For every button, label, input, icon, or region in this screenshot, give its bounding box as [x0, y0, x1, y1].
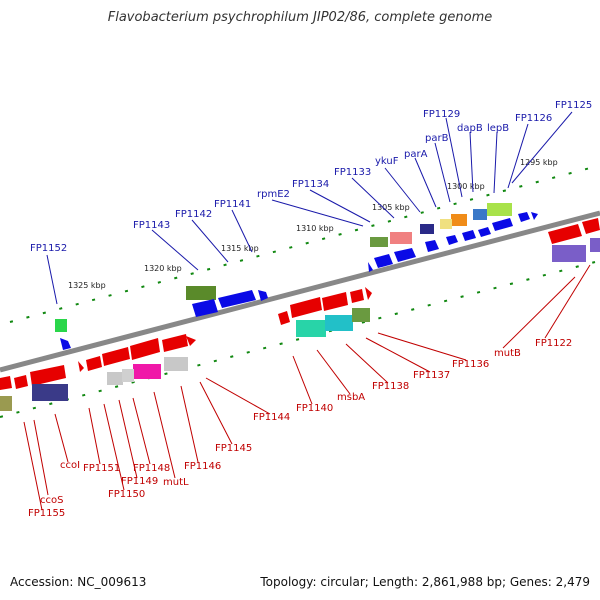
gene-label-mutl[interactable]: mutL	[163, 477, 189, 488]
tick-1295: 1295 kbp	[520, 158, 558, 167]
reverse-arrows	[0, 218, 600, 390]
gene-label-parb[interactable]: parB	[425, 133, 449, 144]
gene-label-fp1138[interactable]: FP1138	[372, 381, 409, 392]
gene-label-fp1134[interactable]: FP1134	[292, 179, 329, 190]
gene-label-fp1151[interactable]: FP1151	[83, 463, 120, 474]
gene-label-ykuf[interactable]: ykuF	[375, 156, 399, 167]
leader-lines-bottom	[23, 264, 591, 511]
gene-label-lepb[interactable]: lepB	[487, 123, 509, 134]
gene-label-fp1136[interactable]: FP1136	[452, 359, 489, 370]
gene-label-fp1152[interactable]: FP1152	[30, 243, 67, 254]
map-title: Flavobacterium psychrophilum JIP02/86, c…	[107, 10, 493, 25]
tick-1300: 1300 kbp	[447, 182, 485, 191]
gene-label-fp1126[interactable]: FP1126	[515, 113, 552, 124]
gene-boxes-top	[55, 203, 512, 332]
tick-1315: 1315 kbp	[221, 244, 259, 253]
scale-line-top	[9, 167, 591, 323]
gene-label-fp1144[interactable]: FP1144	[253, 412, 290, 423]
tick-1310: 1310 kbp	[296, 224, 334, 233]
tick-1325: 1325 kbp	[68, 281, 106, 290]
gene-label-fp1150[interactable]: FP1150	[108, 489, 145, 500]
gene-label-fp1129[interactable]: FP1129	[423, 109, 460, 120]
accession-text: Accession: NC_009613	[10, 575, 147, 589]
gene-label-fp1145[interactable]: FP1145	[215, 443, 252, 454]
gene-label-fp1140[interactable]: FP1140	[296, 403, 333, 414]
gene-label-fp1149[interactable]: FP1149	[121, 476, 158, 487]
gene-label-mutb[interactable]: mutB	[494, 348, 521, 359]
genome-summary-text: Topology: circular; Length: 2,861,988 bp…	[260, 575, 590, 589]
tick-1320: 1320 kbp	[144, 264, 182, 273]
scale-line-bottom	[0, 261, 596, 418]
gene-label-fp1133[interactable]: FP1133	[334, 167, 371, 178]
gene-label-fp1141[interactable]: FP1141	[214, 199, 251, 210]
gene-label-para[interactable]: parA	[404, 149, 428, 160]
gene-label-ccos[interactable]: ccoS	[40, 495, 63, 506]
tick-1305: 1305 kbp	[372, 203, 410, 212]
gene-label-ccoi[interactable]: ccoI	[60, 460, 80, 471]
genome-backbone	[0, 210, 600, 373]
gene-label-fp1148[interactable]: FP1148	[133, 463, 170, 474]
gene-label-rpme2[interactable]: rpmE2	[257, 189, 290, 200]
gene-label-fp1125[interactable]: FP1125	[555, 100, 592, 111]
gene-label-fp1146[interactable]: FP1146	[184, 461, 221, 472]
gene-label-fp1122[interactable]: FP1122	[535, 338, 572, 349]
gene-label-fp1142[interactable]: FP1142	[175, 209, 212, 220]
gene-label-fp1155[interactable]: FP1155	[28, 508, 65, 519]
forward-arrows-top	[60, 212, 538, 350]
gene-boxes-bottom	[0, 238, 600, 411]
gene-label-msba[interactable]: msbA	[337, 392, 365, 403]
leader-lines-top	[46, 111, 573, 305]
gene-label-dapb[interactable]: dapB	[457, 123, 483, 134]
gene-label-fp1137[interactable]: FP1137	[413, 370, 450, 381]
gene-label-fp1143[interactable]: FP1143	[133, 220, 170, 231]
